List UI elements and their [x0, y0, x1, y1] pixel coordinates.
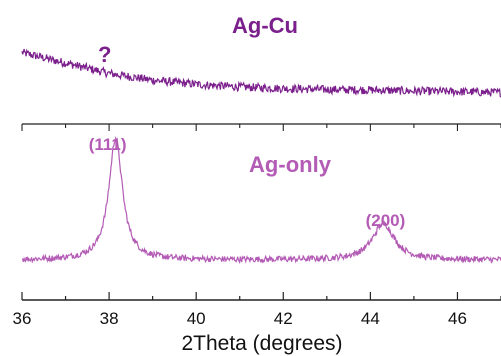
unknown-peak-annotation: ?	[98, 42, 111, 67]
peak-label-200: (200)	[366, 211, 406, 230]
x-tick-label: 44	[361, 309, 380, 328]
x-tick-label: 36	[13, 309, 32, 328]
peak-label-111: (111)	[89, 135, 127, 154]
x-axis-title: 2Theta (degrees)	[181, 332, 342, 355]
series-label-ag-cu: Ag-Cu	[232, 13, 298, 38]
x-axis-ticks	[21, 292, 501, 300]
series-line-ag-only	[21, 135, 501, 265]
upper-panel-ticks	[21, 124, 501, 131]
series-label-ag-only: Ag-only	[249, 152, 332, 177]
x-axis-tick-labels: 36 38 40 42 44 46	[13, 309, 467, 328]
x-tick-label: 46	[448, 309, 467, 328]
x-tick-label: 40	[187, 309, 206, 328]
series-line-ag-cu	[21, 48, 501, 98]
x-tick-label: 42	[274, 309, 293, 328]
x-tick-label: 38	[100, 309, 119, 328]
